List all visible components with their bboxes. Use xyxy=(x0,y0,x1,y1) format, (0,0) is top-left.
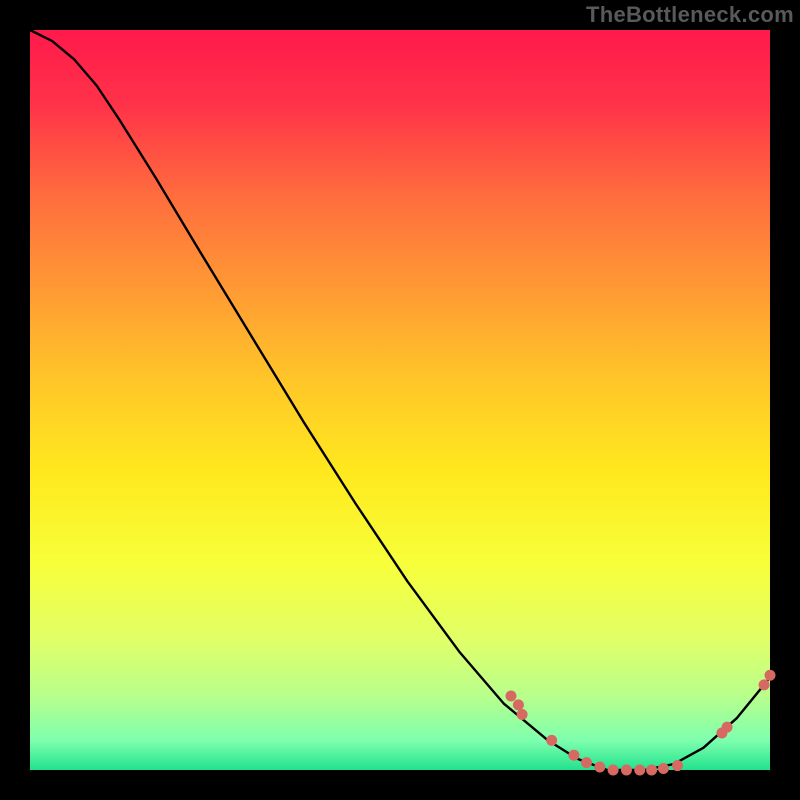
data-marker xyxy=(608,765,619,776)
data-marker xyxy=(765,670,776,681)
data-marker xyxy=(581,757,592,768)
data-marker xyxy=(759,679,770,690)
data-marker xyxy=(546,735,557,746)
data-marker xyxy=(517,709,528,720)
data-marker xyxy=(634,765,645,776)
bottleneck-chart xyxy=(0,0,800,800)
data-marker xyxy=(722,722,733,733)
data-marker xyxy=(513,699,524,710)
data-marker xyxy=(506,691,517,702)
data-marker xyxy=(658,763,669,774)
data-marker xyxy=(672,760,683,771)
gradient-background xyxy=(30,30,770,770)
data-marker xyxy=(621,765,632,776)
data-marker xyxy=(594,762,605,773)
watermark-text: TheBottleneck.com xyxy=(586,2,794,28)
data-marker xyxy=(568,750,579,761)
data-marker xyxy=(646,765,657,776)
